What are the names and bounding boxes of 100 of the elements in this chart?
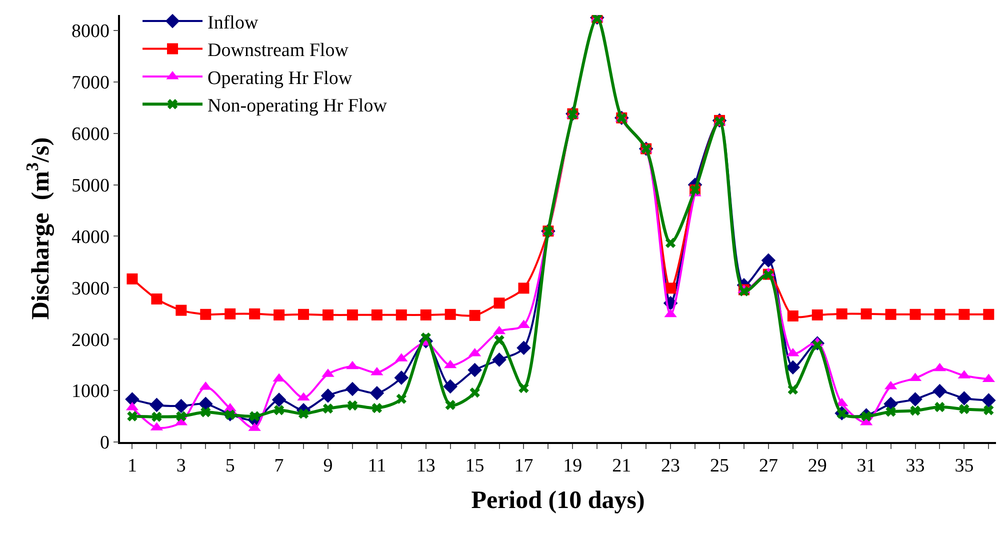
- point: [885, 308, 896, 320]
- point: [982, 393, 996, 408]
- x-tick-label: 17: [514, 456, 534, 477]
- point: [200, 308, 212, 320]
- x-tick-label: 3: [176, 456, 186, 477]
- point: [445, 400, 456, 410]
- x-tick-label: 31: [856, 456, 876, 477]
- legend-label: Downstream Flow: [208, 40, 349, 62]
- point: [959, 404, 970, 414]
- point: [396, 309, 407, 320]
- point: [225, 410, 236, 420]
- y-tick-label: 3000: [71, 278, 110, 300]
- point: [125, 392, 140, 406]
- point: [249, 411, 260, 422]
- point: [957, 391, 972, 406]
- point: [322, 403, 334, 414]
- point: [958, 308, 970, 320]
- y-tick-label: 6000: [71, 124, 110, 145]
- x-tick-label: 23: [661, 456, 680, 477]
- point: [494, 335, 504, 346]
- point: [984, 405, 994, 416]
- point: [910, 308, 921, 320]
- point: [320, 388, 336, 403]
- point: [516, 340, 531, 355]
- point: [518, 382, 529, 394]
- point: [761, 253, 776, 268]
- x-tick-label: 1: [127, 456, 137, 477]
- legend-label: Operating Hr Flow: [208, 68, 352, 89]
- x-tick-label: 13: [416, 456, 436, 477]
- point: [786, 360, 800, 375]
- point: [224, 308, 236, 320]
- point: [198, 396, 213, 412]
- point: [492, 352, 506, 367]
- point: [470, 388, 480, 398]
- point: [346, 309, 358, 320]
- y-tick-label: 8000: [71, 21, 110, 42]
- y-tick-label: 0: [100, 432, 110, 454]
- point: [420, 309, 432, 320]
- point: [665, 282, 676, 294]
- point: [371, 309, 382, 320]
- point: [174, 398, 188, 414]
- legend-label: Inflow: [208, 12, 258, 34]
- point: [860, 308, 872, 320]
- legend-label: Non-operating Hr Flow: [208, 96, 388, 117]
- x-axis-title: Period (10 days): [471, 487, 645, 514]
- point: [394, 370, 409, 385]
- point: [347, 400, 358, 411]
- point: [836, 308, 848, 320]
- x-tick-label: 29: [808, 456, 827, 477]
- y-tick-label: 2000: [71, 330, 110, 351]
- point: [396, 394, 406, 404]
- point: [298, 308, 310, 320]
- y-tick-label: 5000: [71, 175, 110, 196]
- x-tick-label: 33: [906, 456, 925, 477]
- x-tick-label: 25: [710, 456, 729, 477]
- x-tick-label: 15: [465, 456, 484, 477]
- point: [444, 308, 456, 320]
- point: [518, 282, 530, 294]
- x-tick-label: 5: [225, 456, 235, 477]
- point: [176, 411, 186, 422]
- point: [345, 382, 360, 396]
- point: [861, 411, 872, 422]
- point: [372, 402, 382, 414]
- point: [274, 405, 284, 416]
- point: [443, 379, 458, 394]
- point: [934, 402, 945, 412]
- point: [274, 309, 285, 320]
- point: [150, 398, 164, 412]
- x-tick-label: 27: [758, 456, 778, 477]
- point: [322, 309, 334, 320]
- x-tick-label: 7: [274, 456, 284, 477]
- x-tick-label: 35: [954, 456, 974, 477]
- y-tick-label: 4000: [71, 226, 110, 248]
- point: [886, 406, 896, 417]
- point: [200, 407, 211, 418]
- point: [370, 386, 384, 400]
- point: [126, 273, 138, 284]
- point: [910, 406, 920, 416]
- y-tick-label: 1000: [71, 381, 110, 402]
- point: [152, 412, 162, 422]
- point: [932, 384, 947, 398]
- point: [908, 392, 922, 406]
- point: [665, 238, 676, 248]
- point: [812, 309, 823, 320]
- x-tick-label: 21: [612, 456, 632, 477]
- x-tick-label: 9: [323, 456, 333, 477]
- point: [934, 308, 946, 320]
- point: [788, 384, 798, 395]
- point: [176, 304, 187, 316]
- point: [787, 310, 798, 322]
- point: [469, 310, 480, 321]
- point: [468, 362, 482, 378]
- point: [249, 308, 260, 320]
- point: [127, 411, 138, 422]
- point: [494, 298, 505, 309]
- x-tick-label: 11: [368, 456, 386, 477]
- point: [151, 293, 162, 304]
- point: [983, 308, 994, 320]
- y-tick-label: 7000: [71, 72, 110, 94]
- x-tick-label: 19: [563, 456, 582, 477]
